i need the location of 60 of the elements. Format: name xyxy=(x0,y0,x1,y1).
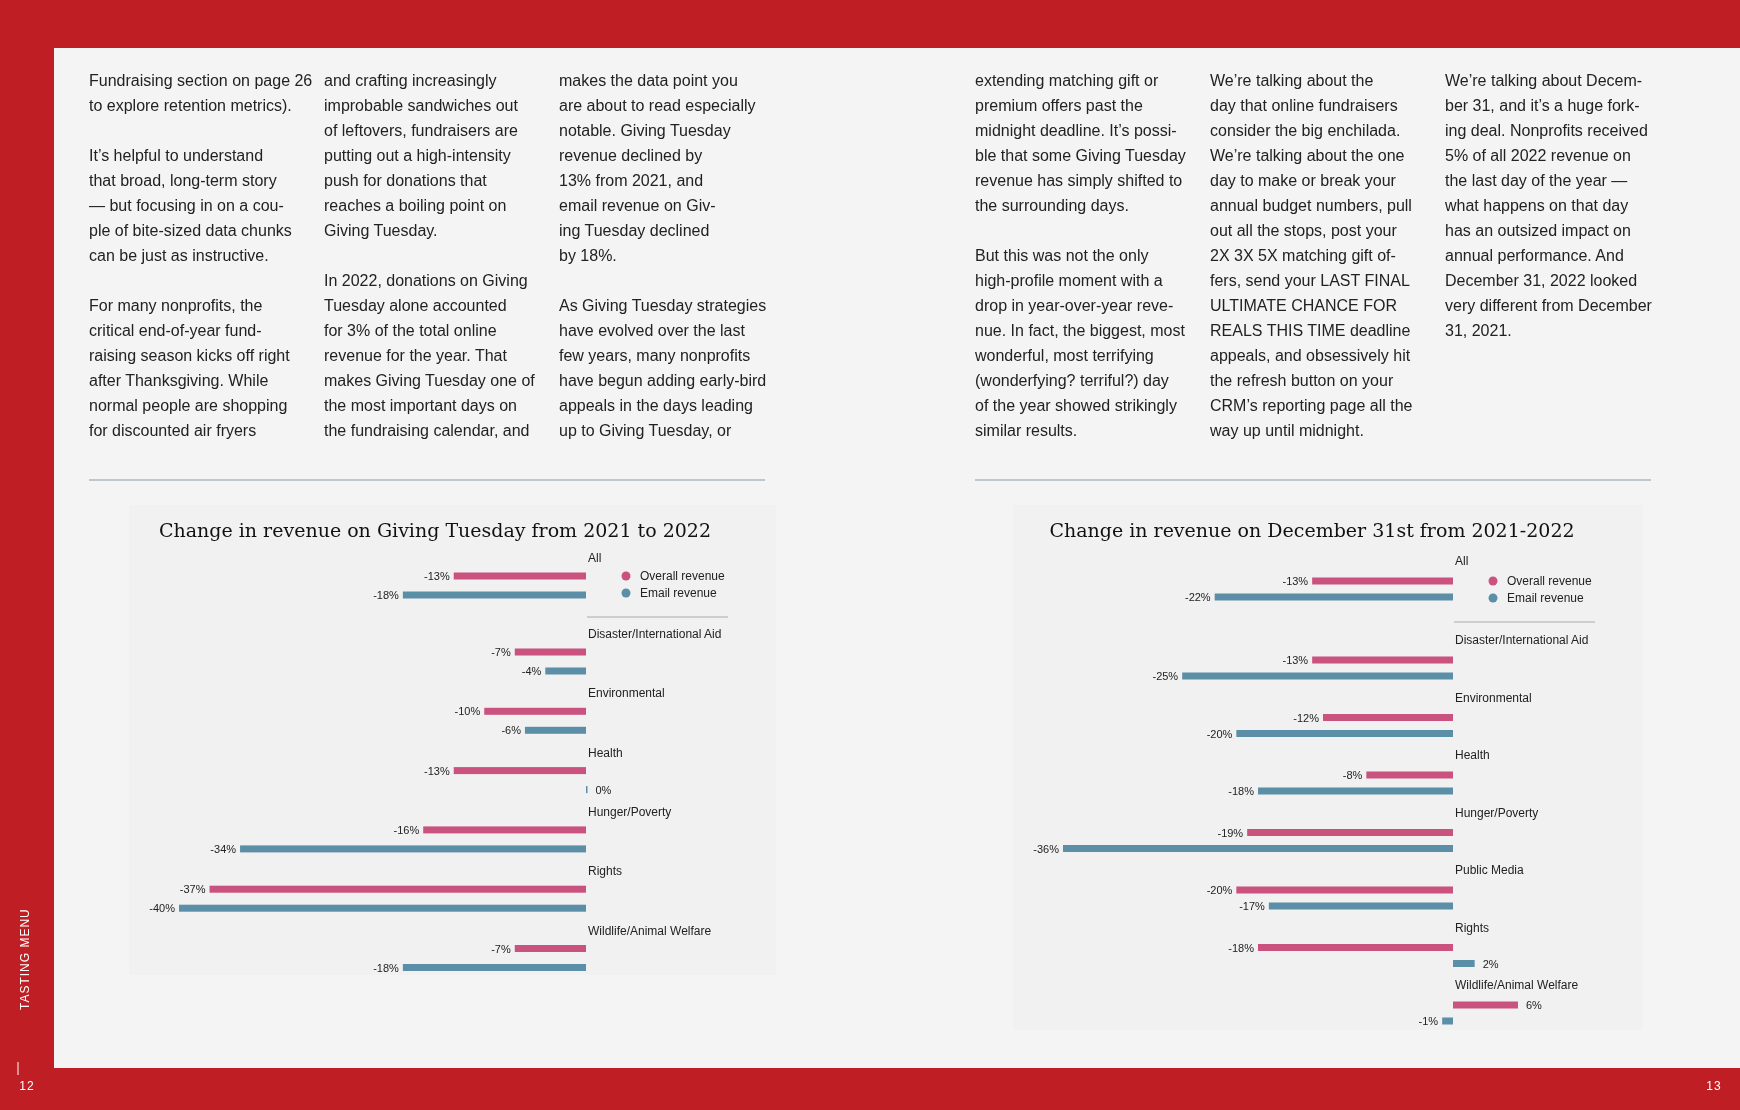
data-label: -40% xyxy=(149,902,176,915)
data-label: -36% xyxy=(1033,842,1060,855)
text: Fundraising section on page 26 to explore retention metrics). It’s helpful to understand that broad, long-term story — but focusing in on a cou- ple of bite-sized data chunks can be just as instructive. For many nonprofits, the critical end-of-year fund- raising season kicks off right after Thanksgiving. While normal people are shopping for discounted air fryers xyxy=(89,72,313,439)
data-label: -18% xyxy=(1228,941,1255,954)
y-tick-label: Environmental xyxy=(1455,690,1532,705)
y-tick-label: All xyxy=(1455,554,1469,568)
data-label: -20% xyxy=(1206,727,1233,740)
data-label: -13% xyxy=(424,570,450,582)
chart-title: Change in revenue on Giving Tuesday from 2021 to 2022 xyxy=(158,519,712,541)
y-tick-label: Rights xyxy=(588,864,623,879)
text: 13 xyxy=(1706,1079,1722,1093)
data-label: 6% xyxy=(1526,999,1543,1011)
y-tick-label: Public Media xyxy=(1455,863,1525,877)
data-label: -18% xyxy=(373,589,400,601)
y-tick-label: Rights xyxy=(1455,920,1490,935)
data-label: 0% xyxy=(595,783,612,796)
y-tick-label: Health xyxy=(588,745,623,760)
legend-label: Overall revenue xyxy=(640,569,726,583)
y-tick-label: Hunger/Poverty xyxy=(588,804,672,819)
data-label: -22% xyxy=(1184,591,1211,603)
data-label: -16% xyxy=(393,823,420,836)
data-label: -37% xyxy=(179,883,206,896)
y-tick-label: Health xyxy=(1455,748,1490,762)
text: extending matching gift or premium offers past the midnight deadline. It’s possi- ble that some Giving Tuesday revenue has simply shifted to the surrounding days. But this was not the only high-profile moment with a drop in year-over-year reve- nue. In fact, the biggest, most wonderful, most terrifying (wonderfying? terriful?) day of the year showed strikingly similar results. xyxy=(975,72,1186,439)
data-label: -19% xyxy=(1217,826,1244,839)
y-tick-label: Disaster/International Aid xyxy=(1455,633,1589,647)
data-label: -6% xyxy=(501,724,522,737)
y-tick-label: Wildlife/Animal Welfare xyxy=(1455,978,1579,992)
text: 12 xyxy=(19,1079,35,1093)
data-label: -4% xyxy=(521,665,542,677)
legend-label: Email revenue xyxy=(640,586,718,600)
text: TASTING MENU xyxy=(18,908,32,1010)
chart-title: Change in revenue on December 31st from 2021-2022 xyxy=(1049,519,1575,541)
text: We’re talking about the day that online fundraisers consider the big enchilada. We’re talking about the one day to make or break your annual budget numbers, pull out all the stops, post your 2X 3X 5X matching gift of- fers, send your LAST FINAL ULTIMATE CHANCE FOR REALS THIS TIME deadline appeals, and obsessively hit the refresh button on your CRM’s reporting page all the way up until midnight. xyxy=(1210,72,1413,439)
data-label: -18% xyxy=(373,961,400,974)
data-label: -8% xyxy=(1342,769,1363,781)
data-label: 2% xyxy=(1482,957,1499,970)
data-label: -18% xyxy=(1228,785,1255,797)
data-label: -13% xyxy=(1282,575,1309,587)
data-label: -7% xyxy=(491,942,511,955)
data-label: -7% xyxy=(491,646,511,658)
data-label: -10% xyxy=(454,705,481,718)
data-label: -17% xyxy=(1239,900,1266,912)
data-label: -13% xyxy=(1282,654,1309,666)
data-label: -13% xyxy=(424,764,450,777)
y-tick-label: Environmental xyxy=(588,686,665,701)
text: We’re talking about Decem- ber 31, and it’s a huge fork- ing deal. Nonprofits received 5% of all 2022 revenue on the last day of the year — what happens on that day has an outsized impact on annual performance. And December 31, 2022 looked very different from December 31, 2021. xyxy=(1445,72,1652,339)
y-tick-label: Hunger/Poverty xyxy=(1455,805,1539,820)
text: and crafting increasingly improbable sandwiches out of leftovers, fundraisers are putting out a high-intensity push for donations that reaches a boiling point on Giving Tuesday. In 2022, donations on Giving Tuesday alone accounted for 3% of the total online revenue for the year. That makes Giving Tuesday one of the most important days on the fundraising calendar, and xyxy=(324,72,535,439)
legend-label: Email revenue xyxy=(1507,591,1585,605)
text: makes the data point you are about to read especially notable. Giving Tuesday revenue declined by 13% from 2021, and email revenue on Giv- ing Tuesday declined by 18%. As Giving Tuesday strategies have evolved over the last few years, many nonprofits have begun adding early-bird appeals in the days leading up to Giving Tuesday, or xyxy=(559,72,767,439)
legend-label: Overall revenue xyxy=(1507,574,1593,588)
data-label: -20% xyxy=(1206,884,1233,896)
y-tick-label: Wildlife/Animal Welfare xyxy=(588,923,712,938)
y-tick-label: Disaster/International Aid xyxy=(588,627,722,641)
data-label: -1% xyxy=(1418,1015,1439,1027)
data-label: -25% xyxy=(1152,670,1179,682)
data-label: -12% xyxy=(1293,711,1320,724)
data-label: -34% xyxy=(210,842,237,855)
y-tick-label: All xyxy=(588,551,602,565)
